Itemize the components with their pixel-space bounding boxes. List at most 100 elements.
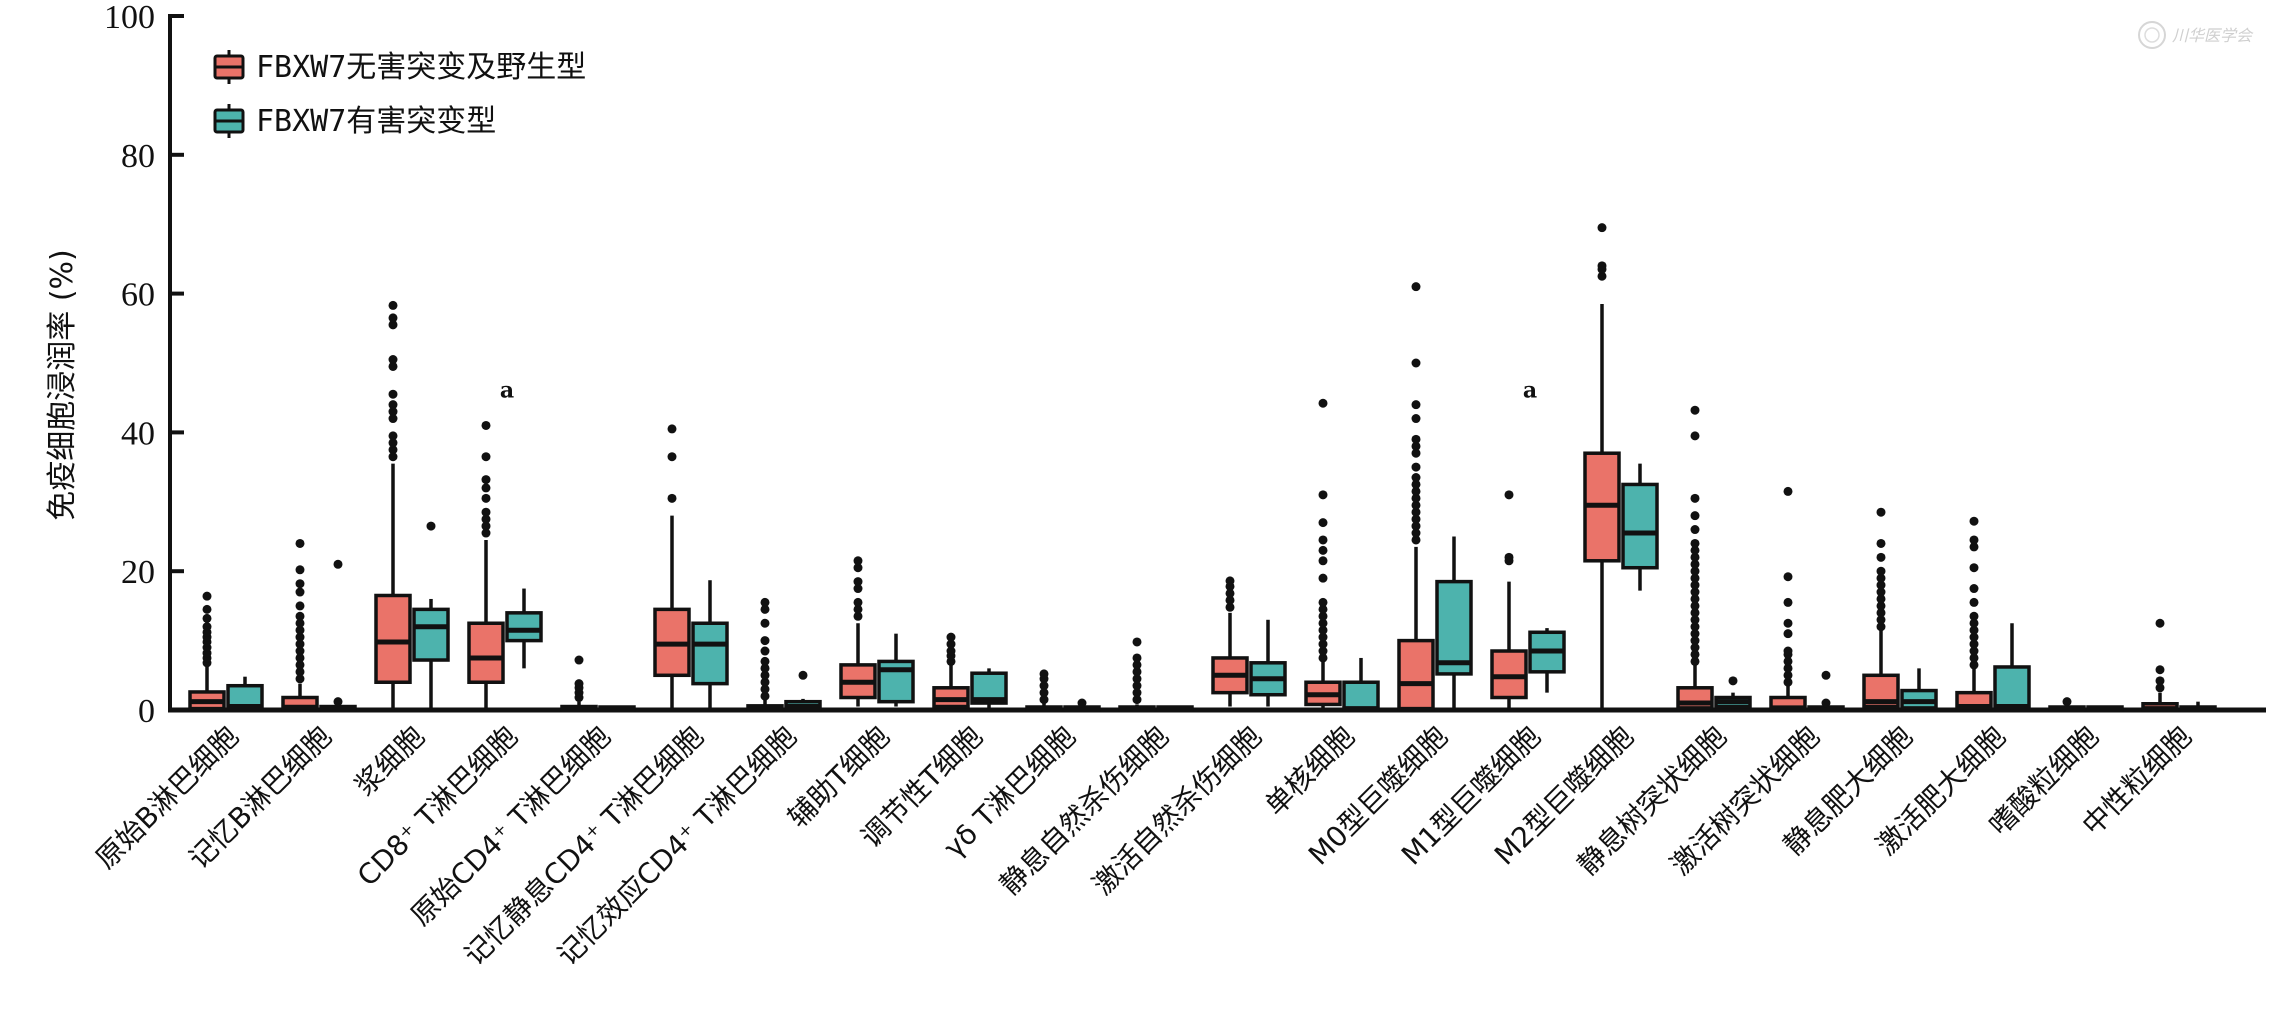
outlier-point (481, 483, 491, 493)
outlier-point (760, 618, 770, 628)
outlier-point (202, 604, 212, 614)
box-wildtype (1397, 282, 1435, 711)
outlier-point (481, 507, 491, 517)
outlier-point (1969, 660, 1979, 670)
outlier-point (481, 521, 491, 531)
outlier-point (1597, 223, 1607, 233)
box-harmful-mutation (1342, 657, 1380, 712)
outlier-point (1318, 545, 1328, 555)
box-wildtype (1769, 486, 1807, 712)
outlier-point (388, 445, 398, 455)
outlier-point (853, 556, 863, 566)
box-harmful-mutation (2086, 705, 2124, 713)
box-harmful-mutation (598, 705, 636, 713)
outlier-point (2062, 697, 2072, 707)
outlier-point (667, 452, 677, 462)
box-iqr (374, 593, 412, 684)
outlier-point (295, 538, 305, 548)
outlier-point (1969, 535, 1979, 545)
box-harmful-mutation (691, 580, 729, 710)
outlier-point (1969, 563, 1979, 573)
outlier-point (1132, 695, 1142, 705)
legend-item-harmful-mutation[interactable]: FBXW7有害突变型 (213, 104, 496, 139)
outlier-point (1690, 594, 1700, 604)
outlier-point (1876, 622, 1886, 632)
outlier-point (1690, 511, 1700, 521)
y-tick-label: 40 (121, 415, 155, 452)
outlier-point (574, 679, 584, 689)
outlier-point (1783, 572, 1793, 582)
outlier-point (1690, 622, 1700, 632)
outlier-point (1690, 656, 1700, 666)
outlier-point (1876, 538, 1886, 548)
outlier-point (1597, 271, 1607, 281)
outlier-point (295, 639, 305, 649)
outlier-point (1132, 681, 1142, 691)
box-wildtype (560, 655, 598, 713)
box-wildtype (2141, 618, 2179, 712)
outlier-point (1728, 676, 1738, 686)
outlier-point (1783, 646, 1793, 656)
outlier-point (2155, 665, 2165, 675)
outlier-point (1969, 611, 1979, 621)
box-iqr (1342, 680, 1380, 712)
box-iqr (505, 611, 543, 643)
outlier-point (333, 559, 343, 569)
outlier-point (1504, 490, 1514, 500)
outlier-point (1690, 538, 1700, 548)
outlier-point (295, 646, 305, 656)
outlier-point (481, 493, 491, 503)
outlier-point (1411, 528, 1421, 538)
outlier-point (760, 636, 770, 646)
box-wildtype (746, 597, 784, 713)
outlier-point (1411, 535, 1421, 545)
outlier-point (1969, 584, 1979, 594)
outlier-point (760, 604, 770, 614)
outlier-point (1411, 493, 1421, 503)
outlier-point (1876, 580, 1886, 590)
outlier-point (1690, 615, 1700, 625)
box-wildtype (1676, 405, 1714, 710)
outlier-point (946, 632, 956, 642)
box-harmful-mutation (1249, 619, 1287, 707)
outlier-point (1411, 462, 1421, 472)
outlier-point (1411, 358, 1421, 368)
x-tick-label: 浆细胞 (348, 720, 431, 803)
box-iqr (691, 621, 729, 686)
outlier-point (1411, 521, 1421, 531)
outlier-point (1969, 639, 1979, 649)
outlier-point (481, 452, 491, 462)
outlier-point (388, 438, 398, 448)
outlier-point (574, 655, 584, 665)
significance-annotation: a (500, 378, 514, 404)
outlier-point (1783, 670, 1793, 680)
outlier-point (202, 591, 212, 601)
box-harmful-mutation (1807, 670, 1845, 713)
outlier-point (333, 697, 343, 707)
box-harmful-mutation (1900, 668, 1938, 710)
outlier-point (1504, 552, 1514, 562)
legend-item-wildtype[interactable]: FBXW7无害突变及野生型 (213, 50, 586, 85)
outlier-point (1318, 646, 1328, 656)
outlier-point (853, 584, 863, 594)
outlier-point (760, 597, 770, 607)
outlier-point (760, 691, 770, 701)
outlier-point (388, 431, 398, 441)
outlier-point (1318, 618, 1328, 628)
outlier-point (946, 639, 956, 649)
x-tick-label: 激活自然杀伤细胞 (1086, 720, 1268, 902)
outlier-point (1690, 643, 1700, 653)
outlier-point (1225, 595, 1235, 605)
outlier-point (1318, 518, 1328, 528)
box-wildtype (1490, 490, 1528, 710)
outlier-point (1876, 615, 1886, 625)
x-tick-label: 静息自然杀伤细胞 (993, 720, 1175, 902)
outlier-point (1969, 516, 1979, 526)
boxes-layer (188, 223, 2217, 713)
outlier-point (295, 667, 305, 677)
outlier-point (2155, 676, 2165, 686)
outlier-point (388, 320, 398, 330)
box-wildtype (374, 300, 412, 710)
outlier-point (853, 597, 863, 607)
